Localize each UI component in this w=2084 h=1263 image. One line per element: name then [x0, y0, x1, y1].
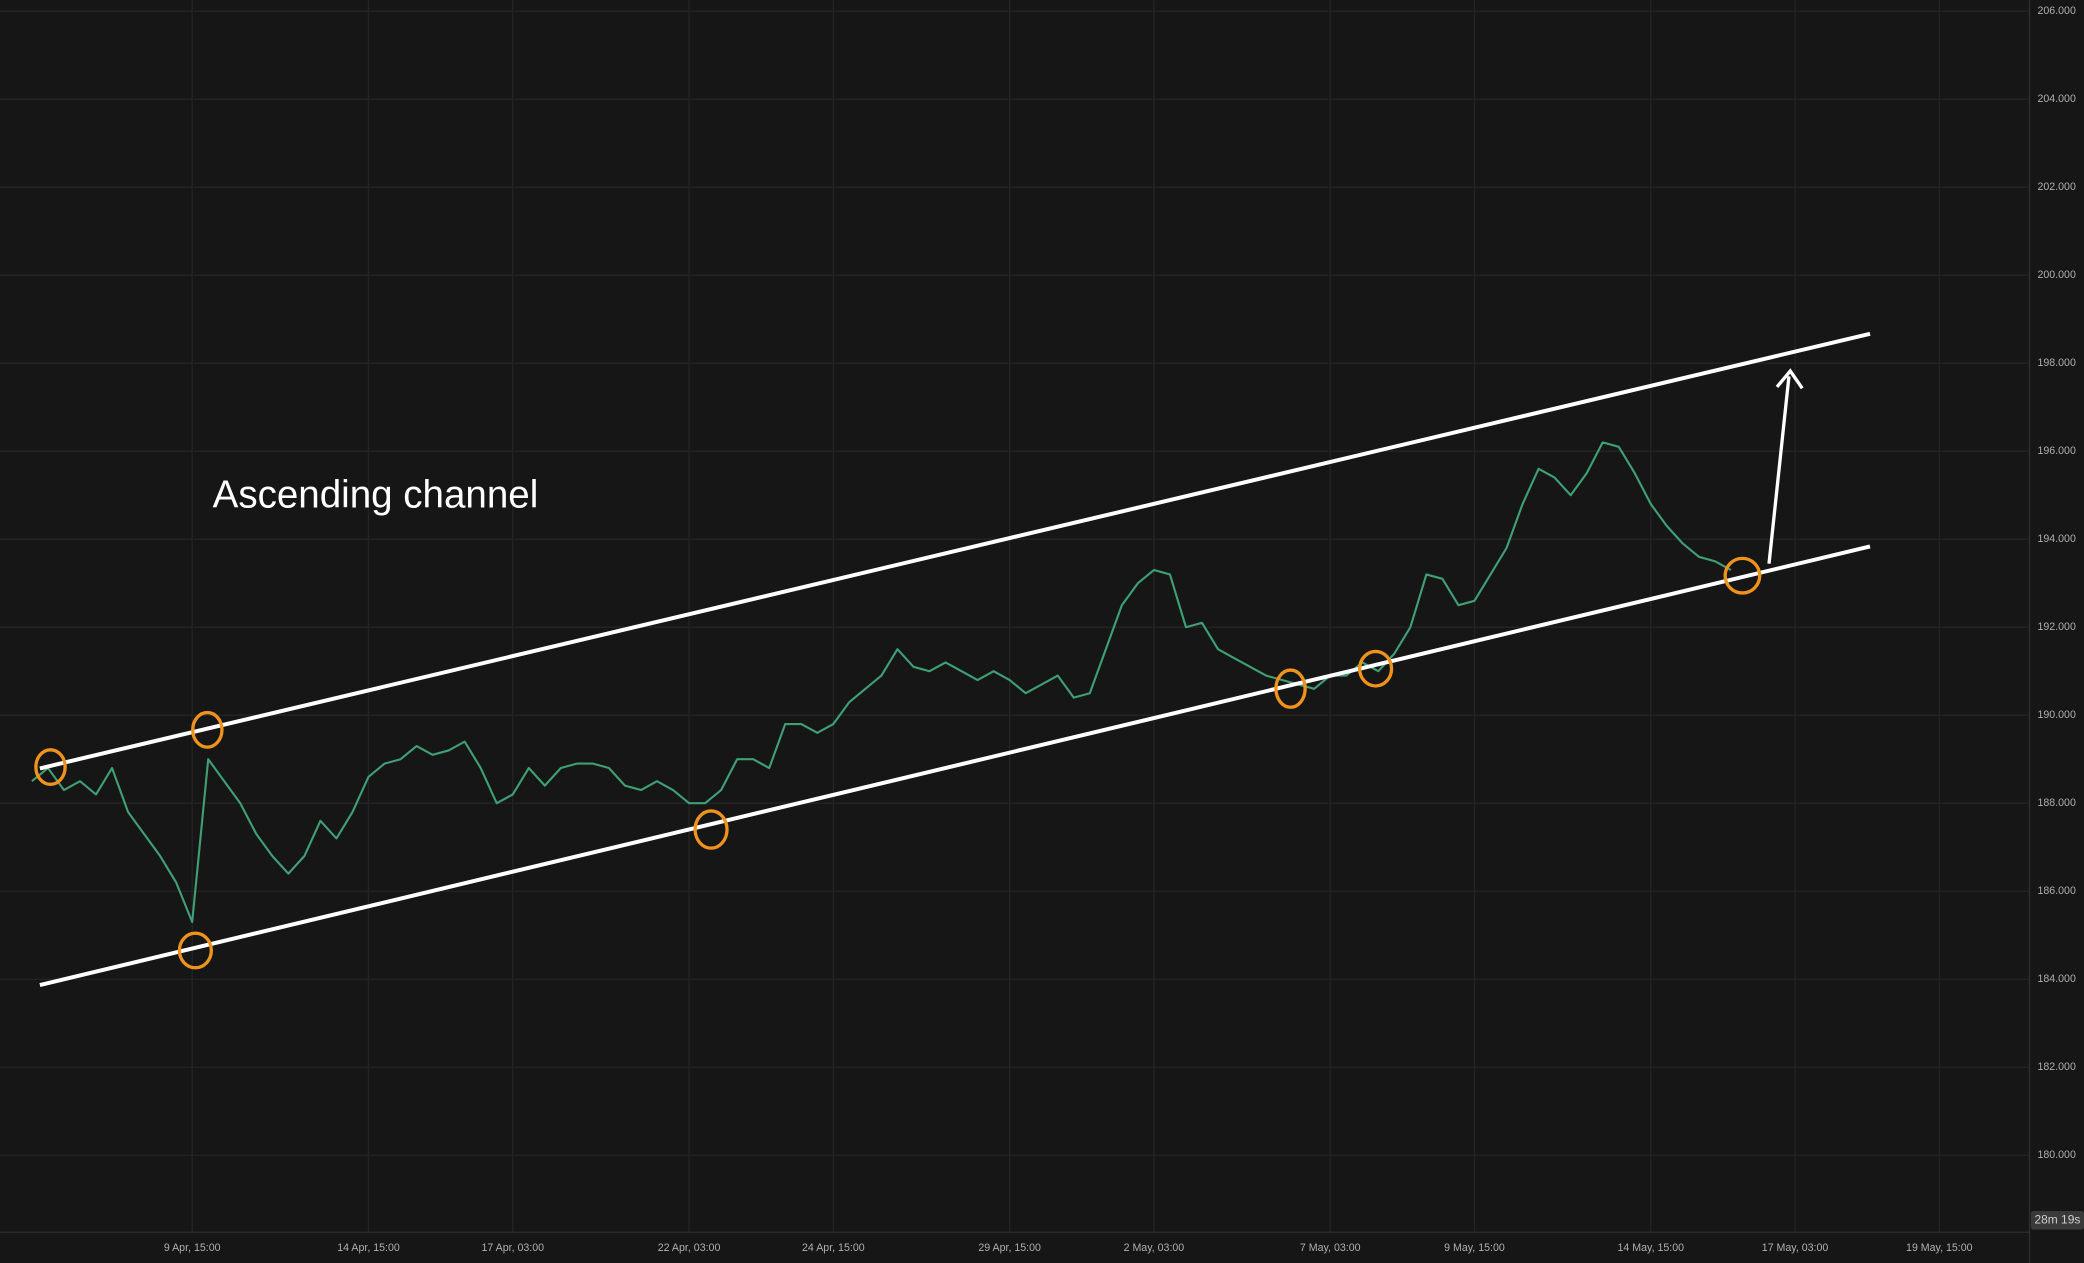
touch-points: [34, 556, 1762, 970]
plot: [31, 441, 1732, 924]
countdown-box: [2030, 1210, 2084, 1230]
channel: [39, 331, 1871, 987]
y-tick-label: 186.000: [2037, 885, 2075, 897]
y-tick-label: 206.000: [2037, 5, 2075, 17]
y-tick-label: 194.000: [2037, 533, 2075, 545]
y-tick-label: 200.000: [2037, 269, 2075, 281]
x-tick-label: 14 Apr, 15:00: [337, 1242, 400, 1254]
arrow-head: [1775, 368, 1804, 390]
price-line: [31, 441, 1732, 924]
arrow: [1767, 368, 1804, 564]
x-tick-label: 22 Apr, 03:00: [658, 1242, 721, 1254]
y-tick-label: 182.000: [2037, 1061, 2075, 1073]
channel-lower: [39, 544, 1871, 987]
x-tick-label: 17 May, 03:00: [1762, 1242, 1829, 1254]
x-tick-label: 9 May, 15:00: [1444, 1242, 1505, 1254]
x-tick-label: 17 Apr, 03:00: [481, 1242, 544, 1254]
x-tick-label: 9 Apr, 15:00: [164, 1242, 221, 1254]
touch-circle: [34, 748, 67, 787]
touch-circle: [1723, 556, 1762, 595]
y-tick-label: 196.000: [2037, 445, 2075, 457]
annotation: Ascending channel: [213, 473, 539, 516]
touch-circle: [177, 931, 213, 970]
x-tick-label: 2 May, 03:00: [1124, 1242, 1185, 1254]
touch-circle: [1274, 668, 1307, 709]
x-tick-label: 29 Apr, 15:00: [978, 1242, 1041, 1254]
x-tick-label: 7 May, 03:00: [1300, 1242, 1361, 1254]
y-tick-label: 184.000: [2037, 973, 2075, 985]
y-tick-label: 202.000: [2037, 181, 2075, 193]
x-tick-label: 14 May, 15:00: [1618, 1242, 1685, 1254]
countdown: 28m 19s: [2034, 1212, 2080, 1226]
y-tick-label: 188.000: [2037, 797, 2075, 809]
x-tick-label: 24 Apr, 15:00: [802, 1242, 865, 1254]
channel-upper: [39, 331, 1871, 771]
touch-circle: [693, 809, 729, 850]
y-tick-label: 190.000: [2037, 709, 2075, 721]
touch-circle: [1357, 649, 1394, 688]
touch-circle: [191, 710, 224, 749]
y-tick-label: 204.000: [2037, 93, 2075, 105]
arrow-shaft: [1767, 376, 1791, 564]
y-tick-label: 180.000: [2037, 1149, 2075, 1161]
y-tick-label: 192.000: [2037, 621, 2075, 633]
x-tick-label: 19 May, 15:00: [1906, 1242, 1973, 1254]
y-tick-label: 198.000: [2037, 357, 2075, 369]
